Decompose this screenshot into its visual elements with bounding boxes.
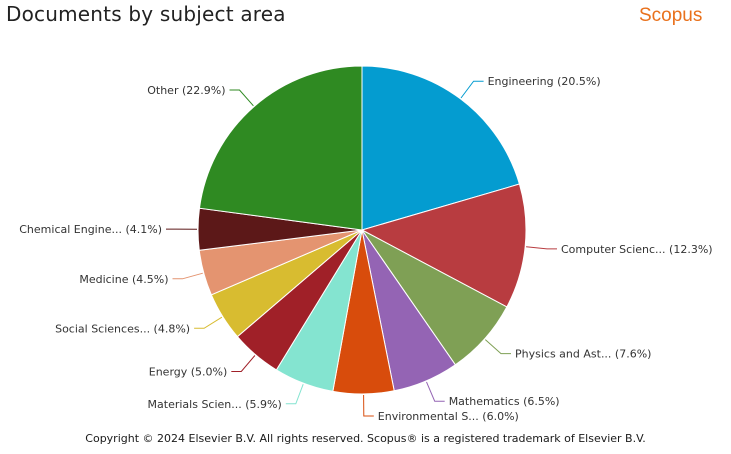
label-connector-materials-scien: [285, 384, 304, 405]
label-connector-other: [229, 89, 254, 107]
label-connector-mathematics: [426, 381, 445, 402]
label-connector-medicine: [172, 272, 203, 280]
slice-label-energy: Energy (5.0%): [149, 366, 228, 379]
slice-label-environmental-s: Environmental S... (6.0%): [378, 410, 519, 423]
copyright-footer: Copyright © 2024 Elsevier B.V. All right…: [85, 432, 646, 445]
slice-label-social-sciences: Social Sciences... (4.8%): [55, 322, 190, 335]
pie-slice-other[interactable]: [198, 65, 363, 231]
slice-label-mathematics: Mathematics (6.5%): [449, 395, 560, 408]
page-title: Documents by subject area: [6, 2, 286, 26]
slice-label-other: Other (22.9%): [147, 84, 225, 97]
label-connector-environmental-s: [363, 394, 374, 417]
slice-label-engineering: Engineering (20.5%): [488, 75, 601, 88]
slice-label-physics-and-ast: Physics and Ast... (7.6%): [515, 348, 651, 361]
label-connector-physics-and-ast: [484, 339, 511, 355]
label-connector-computer-scienc: [526, 246, 557, 250]
slice-label-computer-scienc: Computer Scienc... (12.3%): [561, 243, 713, 256]
slice-label-chemical-engine: Chemical Engine... (4.1%): [19, 223, 162, 236]
slice-label-medicine: Medicine (4.5%): [79, 273, 168, 286]
label-connector-energy: [231, 355, 256, 372]
pie-slice-engineering[interactable]: [361, 65, 521, 231]
pie-slice-computer-scienc[interactable]: [360, 183, 527, 308]
label-connector-engineering: [460, 80, 484, 99]
label-connector-social-sciences: [194, 316, 223, 329]
scopus-logo: Scopus: [639, 5, 703, 26]
slice-label-materials-scien: Materials Scien... (5.9%): [148, 398, 282, 411]
